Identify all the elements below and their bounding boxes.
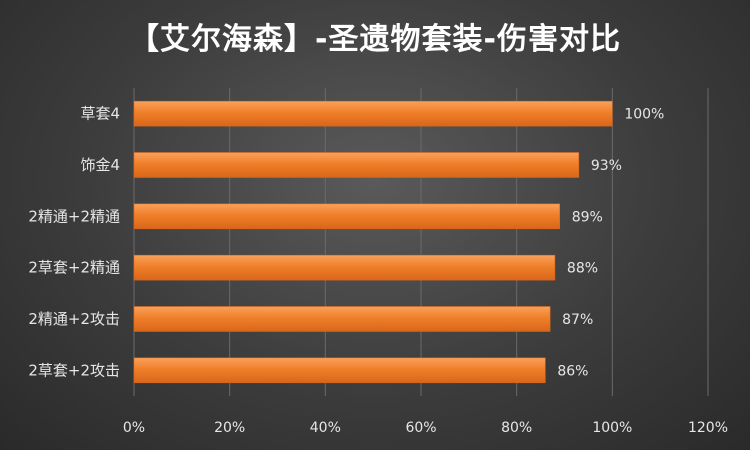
x-tick-label: 100% (592, 420, 632, 436)
data-label: 88% (567, 261, 598, 277)
x-tick-label: 0% (123, 420, 145, 436)
category-label: 草套4 (80, 105, 120, 123)
x-tick-label: 60% (405, 420, 436, 436)
data-label: 86% (557, 363, 588, 379)
bar (133, 203, 560, 230)
data-label: 93% (591, 158, 622, 174)
x-tick-label: 40% (310, 420, 341, 436)
category-label: 2精通+2攻击 (28, 310, 120, 328)
x-tick-label: 120% (688, 420, 728, 436)
bar (133, 254, 556, 281)
x-tick-label: 20% (214, 420, 245, 436)
chart-title: 【艾尔海森】-圣遗物套装-伤害对比 (129, 22, 621, 57)
bar (133, 306, 551, 332)
bars (133, 100, 613, 384)
category-label: 2草套+2精通 (28, 259, 120, 277)
data-label: 87% (562, 312, 593, 328)
gridlines (133, 88, 709, 396)
category-label: 饰金4 (80, 156, 120, 174)
bar (133, 357, 546, 384)
category-label: 2精通+2精通 (28, 207, 120, 225)
data-label: 100% (624, 107, 664, 123)
category-label: 2草套+2攻击 (28, 361, 120, 379)
bar (133, 152, 580, 178)
x-tick-label: 80% (501, 420, 532, 436)
labels: 0% 20% 40% 60% 80% 100% 120% 草套4 100% 饰金4 93% 2精通+2… (28, 105, 728, 436)
bar (133, 100, 613, 127)
data-label: 89% (572, 209, 603, 225)
